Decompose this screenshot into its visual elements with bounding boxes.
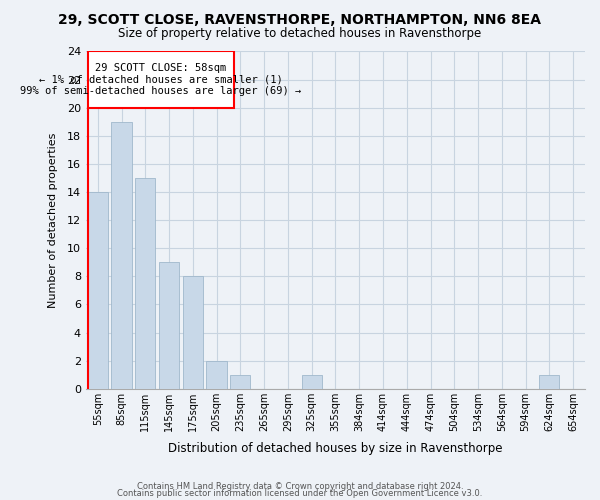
Bar: [135, 178, 155, 388]
Bar: [206, 360, 227, 388]
Bar: [183, 276, 203, 388]
Text: 29 SCOTT CLOSE: 58sqm
← 1% of detached houses are smaller (1)
99% of semi-detach: 29 SCOTT CLOSE: 58sqm ← 1% of detached h…: [20, 63, 301, 96]
Bar: [112, 122, 131, 388]
Bar: [88, 52, 234, 108]
Bar: [539, 374, 559, 388]
Bar: [230, 374, 250, 388]
Y-axis label: Number of detached properties: Number of detached properties: [49, 132, 58, 308]
X-axis label: Distribution of detached houses by size in Ravensthorpe: Distribution of detached houses by size …: [168, 442, 503, 455]
Text: 29, SCOTT CLOSE, RAVENSTHORPE, NORTHAMPTON, NN6 8EA: 29, SCOTT CLOSE, RAVENSTHORPE, NORTHAMPT…: [59, 12, 542, 26]
Bar: [88, 192, 108, 388]
Text: Contains public sector information licensed under the Open Government Licence v3: Contains public sector information licen…: [118, 489, 482, 498]
Text: Size of property relative to detached houses in Ravensthorpe: Size of property relative to detached ho…: [118, 28, 482, 40]
Bar: [159, 262, 179, 388]
Bar: [302, 374, 322, 388]
Text: Contains HM Land Registry data © Crown copyright and database right 2024.: Contains HM Land Registry data © Crown c…: [137, 482, 463, 491]
